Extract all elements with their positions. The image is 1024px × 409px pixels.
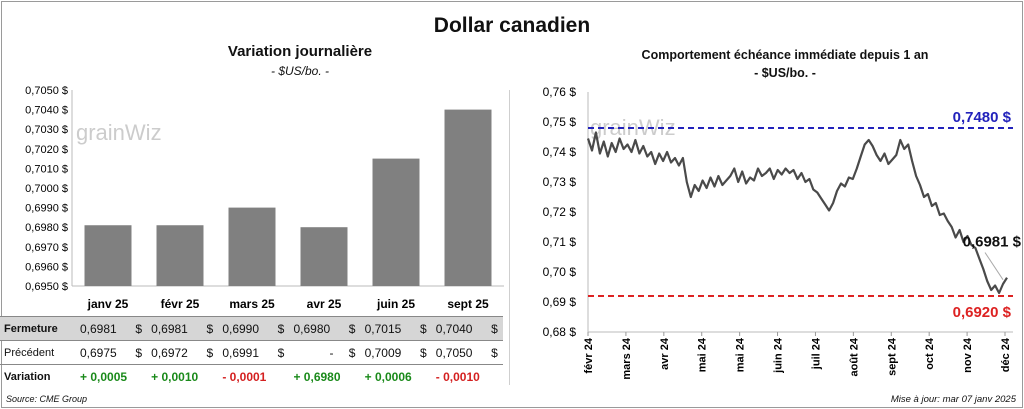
- table-cell-unit: $: [206, 321, 214, 336]
- y-tick-label: 0,6950 $: [25, 281, 68, 293]
- x-tick-label: août 24: [848, 337, 860, 376]
- table-cell-unit: $: [135, 321, 142, 336]
- chart-separator: [509, 90, 510, 385]
- x-tick-label: févr 24: [583, 337, 595, 373]
- table-cell: 0,7009: [364, 345, 402, 360]
- x-tick-label: juin 24: [773, 337, 785, 374]
- y-tick-label: 0,68 $: [543, 325, 577, 339]
- table-cell: + 0,0006: [360, 364, 432, 388]
- y-tick-label: 0,6980 $: [25, 222, 68, 234]
- bar: [84, 225, 132, 286]
- y-tick-label: 0,7030 $: [25, 124, 68, 136]
- bar: [156, 225, 204, 286]
- table-cell: 0,7050: [435, 345, 473, 360]
- right-chart-title: Comportement échéance immédiate depuis 1…: [641, 48, 929, 62]
- y-tick-label: 0,75 $: [543, 115, 577, 129]
- table-row-precedent: Précédent 0,6975 $ 0,6972 $ 0,6991 $ - $ 0,7…: [0, 341, 503, 365]
- y-tick-label: 0,7050 $: [25, 85, 68, 97]
- y-tick-label: 0,6960 $: [25, 261, 68, 273]
- table-cell: 0,6981: [151, 321, 188, 336]
- update-note: Mise à jour: mar 07 janv 2025: [890, 394, 1016, 405]
- y-tick-label: 0,6990 $: [25, 203, 68, 215]
- x-tick-label: sept 24: [886, 337, 898, 376]
- table-cell: - 0,0010: [431, 364, 503, 388]
- watermark-left: grainWiz: [76, 120, 162, 145]
- y-tick-label: 0,76 $: [543, 85, 577, 99]
- table-cell-unit: $: [491, 345, 498, 360]
- table-cell: + 0,0010: [147, 364, 219, 388]
- table-cell: 0,6990: [222, 321, 260, 336]
- table-cell: + 0,6980: [289, 364, 361, 388]
- table-cell: 0,6981: [80, 321, 117, 336]
- bar: [372, 158, 420, 286]
- x-tick-label: avr 25: [307, 297, 342, 311]
- y-tick-label: 0,6970 $: [25, 242, 68, 254]
- table-cell: - 0,0001: [218, 364, 290, 388]
- y-tick-label: 0,73 $: [543, 175, 577, 189]
- table-cell: 0,6975: [80, 345, 117, 360]
- bar: [300, 227, 348, 286]
- y-tick-label: 0,7040 $: [25, 105, 68, 117]
- x-tick-label: nov 24: [962, 337, 974, 373]
- table-cell-unit: $: [277, 345, 285, 360]
- left-chart-subtitle: - $US/bo. -: [270, 64, 330, 78]
- x-tick-label: juil 24: [810, 337, 822, 370]
- table-cell: 0,7015: [364, 321, 402, 336]
- table-row-fermeture: Fermeture 0,6981 $ 0,6981 $ 0,6990 $ 0,6980…: [0, 316, 503, 341]
- page-title: Dollar canadien: [433, 14, 591, 37]
- table-cell-unit: $: [491, 321, 498, 336]
- y-tick-label: 0,7020 $: [25, 144, 68, 156]
- y-tick-label: 0,7010 $: [25, 163, 68, 175]
- current-leader-line: [984, 252, 1004, 280]
- table-cell: 0,7040: [435, 321, 473, 336]
- x-tick-label: déc 24: [1000, 337, 1012, 372]
- row-label: Précédent: [4, 346, 55, 359]
- table-cell: + 0,0005: [76, 364, 148, 388]
- x-tick-label: mars 24: [621, 337, 633, 379]
- x-tick-label: mars 25: [229, 297, 275, 311]
- x-tick-label: oct 24: [924, 337, 936, 370]
- x-tick-label: févr 25: [161, 297, 200, 311]
- table-cell-unit: $: [135, 345, 142, 360]
- source-note: Source: CME Group: [6, 394, 88, 404]
- low-value-label: 0,6920 $: [953, 304, 1012, 321]
- table-cell: 0,6980: [293, 321, 331, 336]
- y-tick-label: 0,70 $: [543, 265, 577, 279]
- x-tick-label: sept 25: [447, 297, 489, 311]
- y-tick-label: 0,72 $: [543, 205, 577, 219]
- table-cell: -: [329, 345, 334, 360]
- x-tick-label: mai 24: [697, 337, 709, 372]
- right-chart-subtitle: - $US/bo. -: [754, 66, 816, 80]
- price-series-line: [586, 131, 1008, 295]
- current-value-label: 0,6981 $: [963, 234, 1022, 251]
- x-tick-label: juin 25: [376, 297, 415, 311]
- table-cell: 0,6972: [151, 345, 188, 360]
- y-tick-label: 0,71 $: [543, 235, 577, 249]
- y-tick-label: 0,69 $: [543, 295, 577, 309]
- x-tick-label: mai 24: [735, 337, 747, 372]
- y-tick-label: 0,7000 $: [25, 183, 68, 195]
- table-cell-unit: $: [348, 321, 356, 336]
- bar-chart: grainWiz 0,6950 $ 0,6960 $ 0,6970 $ 0,6980 …: [25, 85, 504, 311]
- table-cell-unit: $: [277, 321, 285, 336]
- contract-table: Fermeture 0,6981 $ 0,6981 $ 0,6990 $ 0,6980…: [0, 316, 503, 388]
- bar: [444, 109, 492, 286]
- bar: [228, 207, 276, 286]
- table-cell-unit: $: [419, 321, 427, 336]
- x-tick-label: janv 25: [87, 297, 129, 311]
- table-cell-unit: $: [348, 345, 356, 360]
- x-tick-label: avr 24: [659, 337, 671, 370]
- table-cell-unit: $: [206, 345, 214, 360]
- table-cell: 0,6991: [222, 345, 260, 360]
- left-chart-title: Variation journalière: [227, 43, 373, 60]
- row-label: Variation: [0, 364, 76, 388]
- table-cell-unit: $: [419, 345, 427, 360]
- high-value-label: 0,7480 $: [953, 109, 1012, 126]
- table-row-variation: Variation + 0,0005 + 0,0010 - 0,0001 + 0…: [0, 364, 503, 388]
- y-tick-label: 0,74 $: [543, 145, 577, 159]
- row-label: Fermeture: [0, 316, 76, 341]
